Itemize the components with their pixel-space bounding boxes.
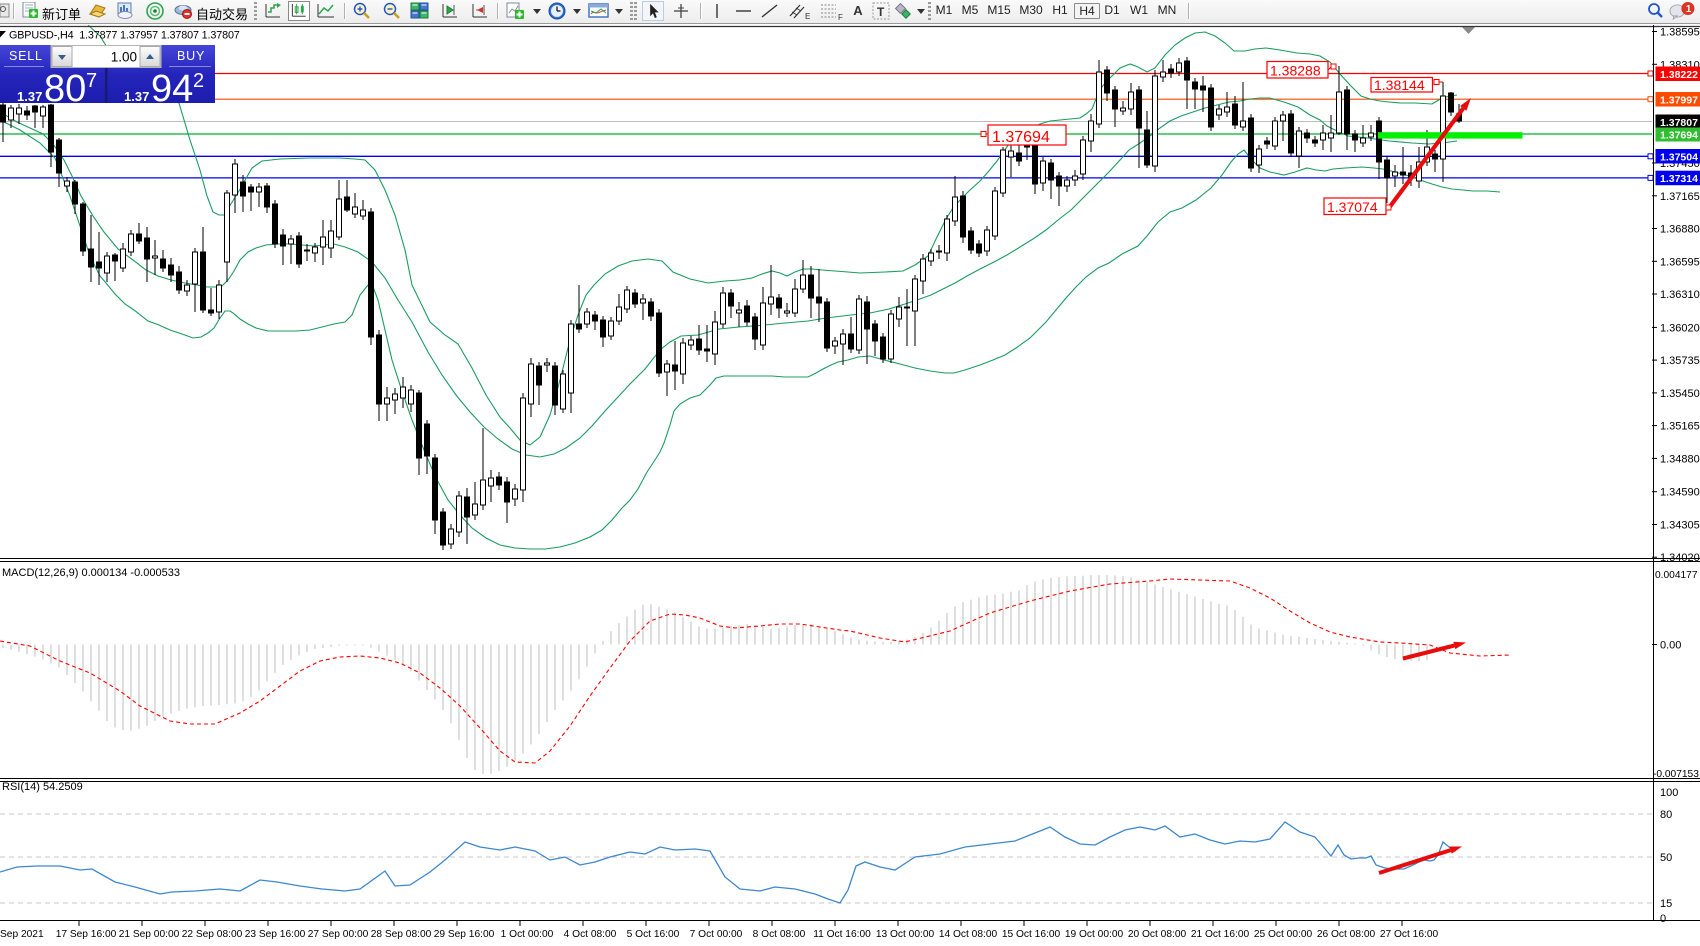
svg-text:1.38595: 1.38595: [1660, 27, 1700, 39]
svg-text:Sep 2021: Sep 2021: [0, 929, 44, 940]
svg-text:22 Sep 08:00: 22 Sep 08:00: [182, 929, 243, 940]
svg-text:1.34590: 1.34590: [1660, 487, 1700, 499]
svg-text:26 Oct 08:00: 26 Oct 08:00: [1317, 929, 1376, 940]
svg-text:GBPUSD-,H4 1.37877 1.37957 1.: GBPUSD-,H4 1.37877 1.37957 1.37807 1.378…: [9, 30, 240, 42]
svg-text:5 Oct 16:00: 5 Oct 16:00: [627, 929, 680, 940]
svg-text:2: 2: [193, 70, 204, 92]
svg-text:15: 15: [1660, 898, 1672, 910]
svg-text:100: 100: [1660, 787, 1678, 799]
svg-text:1.38288: 1.38288: [1270, 63, 1321, 79]
svg-text:13 Oct 00:00: 13 Oct 00:00: [876, 929, 935, 940]
svg-text:50: 50: [1660, 852, 1672, 864]
svg-text:1.37314: 1.37314: [1660, 173, 1698, 185]
svg-text:28 Sep 08:00: 28 Sep 08:00: [371, 929, 432, 940]
svg-text:1.37: 1.37: [124, 89, 149, 104]
svg-text:1.00: 1.00: [111, 50, 137, 65]
svg-text:0: 0: [1660, 913, 1666, 925]
svg-text:E: E: [805, 12, 810, 20]
svg-text:21 Sep 00:00: 21 Sep 00:00: [119, 929, 180, 940]
svg-text:7 Oct 00:00: 7 Oct 00:00: [690, 929, 743, 940]
svg-text:1: 1: [1686, 4, 1692, 15]
svg-text:1.34305: 1.34305: [1660, 520, 1700, 532]
svg-text:-0.007153: -0.007153: [1653, 769, 1699, 780]
svg-text:1.38144: 1.38144: [1374, 77, 1425, 93]
svg-text:1.34880: 1.34880: [1660, 453, 1700, 465]
svg-text:27 Sep 00:00: 27 Sep 00:00: [308, 929, 369, 940]
svg-text:4 Oct 08:00: 4 Oct 08:00: [564, 929, 617, 940]
svg-text:20 Oct 08:00: 20 Oct 08:00: [1128, 929, 1187, 940]
svg-text:0.00: 0.00: [1660, 640, 1681, 652]
svg-text:94: 94: [151, 68, 193, 110]
svg-text:SELL: SELL: [9, 49, 43, 63]
svg-text:23 Sep 16:00: 23 Sep 16:00: [245, 929, 306, 940]
svg-text:1.35735: 1.35735: [1660, 355, 1700, 367]
svg-text:7: 7: [86, 70, 97, 92]
svg-text:15 Oct 16:00: 15 Oct 16:00: [1002, 929, 1061, 940]
svg-text:27 Oct 16:00: 27 Oct 16:00: [1380, 929, 1439, 940]
svg-text:RSI(14) 54.2509: RSI(14) 54.2509: [2, 781, 83, 793]
svg-text:1.37504: 1.37504: [1660, 152, 1698, 164]
svg-text:1.36880: 1.36880: [1660, 224, 1700, 236]
svg-text:1.37694: 1.37694: [1660, 130, 1698, 142]
svg-text:1.37074: 1.37074: [1327, 199, 1378, 215]
svg-text:80: 80: [44, 68, 86, 110]
svg-text:1.37: 1.37: [17, 89, 42, 104]
svg-text:1.37165: 1.37165: [1660, 191, 1700, 203]
svg-text:17 Sep 16:00: 17 Sep 16:00: [56, 929, 117, 940]
svg-text:1.37807: 1.37807: [1660, 117, 1698, 129]
svg-text:29 Sep 16:00: 29 Sep 16:00: [434, 929, 495, 940]
svg-text:BUY: BUY: [177, 49, 205, 63]
svg-text:T: T: [877, 5, 885, 19]
svg-text:1.37694: 1.37694: [992, 129, 1050, 146]
svg-text:1.38222: 1.38222: [1660, 69, 1698, 81]
svg-text:1.36595: 1.36595: [1660, 256, 1700, 268]
svg-text:1.37997: 1.37997: [1660, 95, 1698, 107]
svg-text:MACD(12,26,9) 0.000134 -0.0005: MACD(12,26,9) 0.000134 -0.000533: [2, 567, 180, 579]
svg-text:1.34020: 1.34020: [1660, 552, 1700, 564]
svg-text:25 Oct 00:00: 25 Oct 00:00: [1254, 929, 1313, 940]
svg-text:8 Oct 08:00: 8 Oct 08:00: [753, 929, 806, 940]
svg-text:80: 80: [1660, 809, 1672, 821]
svg-text:21 Oct 16:00: 21 Oct 16:00: [1191, 929, 1250, 940]
svg-text:19 Oct 00:00: 19 Oct 00:00: [1065, 929, 1124, 940]
svg-text:F: F: [838, 13, 843, 20]
svg-text:0.004177: 0.004177: [1655, 570, 1698, 581]
svg-text:1.35165: 1.35165: [1660, 421, 1700, 433]
svg-text:1.36020: 1.36020: [1660, 322, 1700, 334]
svg-text:1.35450: 1.35450: [1660, 388, 1700, 400]
svg-text:11 Oct 16:00: 11 Oct 16:00: [813, 929, 871, 940]
svg-text:1 Oct 00:00: 1 Oct 00:00: [501, 929, 554, 940]
svg-text:1.36310: 1.36310: [1660, 289, 1700, 301]
svg-text:14 Oct 08:00: 14 Oct 08:00: [939, 929, 998, 940]
